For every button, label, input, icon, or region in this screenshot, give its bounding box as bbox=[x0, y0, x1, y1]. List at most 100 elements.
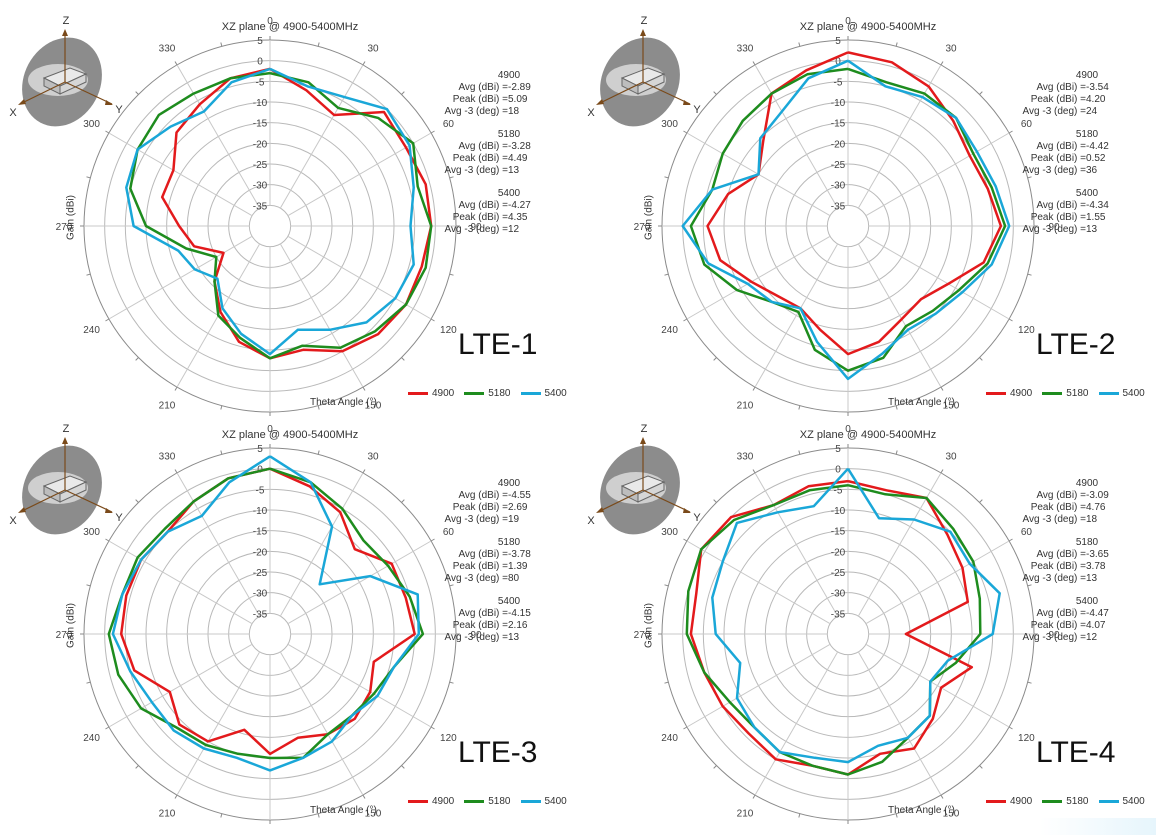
angle-tick-label: 120 bbox=[1018, 325, 1035, 336]
stats-frequency: 4900 bbox=[1075, 478, 1099, 489]
stats-value: -4.47 bbox=[1086, 608, 1109, 619]
radial-tick-label: -10 bbox=[253, 506, 268, 517]
angle-tick-mark bbox=[664, 176, 669, 179]
angle-tick-mark bbox=[713, 765, 717, 769]
angle-tick-mark bbox=[449, 584, 454, 587]
angle-tick-mark bbox=[220, 450, 223, 455]
angle-tick-mark bbox=[798, 813, 801, 818]
stats-group: 5400 Avg (dBi) = -4.15 Peak (dBi) = 2.16 Avg … bbox=[440, 596, 560, 644]
angle-tick-mark bbox=[1027, 681, 1032, 684]
corner-glow bbox=[1040, 818, 1156, 835]
angle-tick-mark bbox=[401, 357, 405, 361]
stats-frequency: 4900 bbox=[1075, 70, 1099, 81]
angle-tick-label: 330 bbox=[159, 452, 176, 463]
radial-tick-label: 5 bbox=[835, 36, 841, 47]
radial-tick-label: -25 bbox=[253, 160, 268, 171]
series-line-5400 bbox=[125, 67, 415, 356]
stats-value: -3.09 bbox=[1086, 490, 1109, 501]
series-line-5180 bbox=[685, 483, 982, 776]
stats-key: Avg -3 (deg) = bbox=[1022, 106, 1086, 117]
legend: 4900 5180 5400 bbox=[408, 388, 577, 399]
stats-row: Peak (dBi) = 4.49 bbox=[440, 153, 560, 165]
stats-row: Peak (dBi) = 4.07 bbox=[1018, 620, 1138, 632]
angle-tick-mark bbox=[430, 130, 435, 134]
radial-tick-label: -20 bbox=[831, 547, 846, 558]
angle-tick-label: 60 bbox=[1021, 119, 1033, 130]
legend-swatch bbox=[464, 392, 485, 395]
grid-spoke bbox=[287, 235, 432, 320]
stats-key: Peak (dBi) = bbox=[452, 561, 508, 572]
x-axis-label: Theta Angle (°) bbox=[310, 805, 377, 816]
stats-row: Avg -3 (deg) = 12 bbox=[1018, 632, 1138, 644]
axis-3d-label: X bbox=[9, 107, 17, 119]
angle-tick-mark bbox=[1027, 176, 1032, 179]
stats-row: Avg -3 (deg) = 18 bbox=[1018, 514, 1138, 526]
panel-label: LTE-2 bbox=[1036, 328, 1116, 361]
chart-panel-lte-3: 50-5-10-15-20-25-30-35030609012015018021… bbox=[0, 408, 578, 824]
legend-swatch bbox=[464, 800, 485, 803]
axis-3d-label: Y bbox=[693, 104, 701, 116]
axis-3d-label: Y bbox=[693, 512, 701, 524]
stats-key: Avg (dBi) = bbox=[1036, 82, 1086, 93]
grid-spoke bbox=[279, 243, 364, 388]
stats-frequency: 5180 bbox=[497, 537, 521, 548]
antenna-orientation-icon: Z X Y bbox=[9, 423, 123, 535]
stats-key: Avg -3 (deg) = bbox=[444, 514, 508, 525]
legend-item: 5400 bbox=[520, 796, 567, 807]
legend-item: 4900 bbox=[986, 388, 1032, 399]
stats-key: Avg (dBi) = bbox=[458, 608, 508, 619]
angle-tick-mark bbox=[86, 584, 91, 587]
stats-key: Peak (dBi) = bbox=[452, 620, 508, 631]
angle-tick-label: 210 bbox=[737, 400, 754, 411]
axis-3d-label: Z bbox=[63, 15, 70, 27]
stats-value: 13 bbox=[508, 632, 520, 643]
grid-spoke bbox=[754, 472, 839, 617]
grid-spoke bbox=[108, 235, 253, 320]
angle-tick-mark bbox=[220, 42, 223, 47]
radial-tick-label: -15 bbox=[831, 119, 846, 130]
grid-spoke bbox=[686, 235, 831, 320]
legend-item: 5180 bbox=[464, 388, 511, 399]
stats-value: 13 bbox=[1086, 573, 1098, 584]
grid-spoke bbox=[176, 472, 261, 617]
grid-spoke bbox=[865, 540, 1010, 625]
angle-tick-mark bbox=[940, 386, 944, 391]
stats-row: Peak (dBi) = 2.16 bbox=[440, 620, 560, 632]
stats-value: 13 bbox=[1086, 224, 1098, 235]
device-front bbox=[637, 481, 665, 503]
grid-spoke bbox=[857, 472, 942, 617]
y-arrowhead bbox=[683, 100, 691, 105]
z-arrowhead bbox=[640, 437, 646, 444]
angle-tick-mark bbox=[86, 176, 91, 179]
y-axis-line bbox=[642, 489, 691, 513]
angle-tick-mark bbox=[135, 499, 139, 503]
legend-item: 5180 bbox=[1042, 388, 1089, 399]
stats-key: Avg (dBi) = bbox=[458, 549, 508, 560]
angle-tick-label: 300 bbox=[83, 119, 100, 130]
angle-tick-label: 210 bbox=[737, 808, 754, 819]
legend-label: 5400 bbox=[544, 796, 567, 807]
radial-tick-label: -5 bbox=[256, 77, 265, 88]
stats-value: 4.49 bbox=[508, 153, 528, 164]
angle-tick-label: 330 bbox=[737, 452, 754, 463]
stats-key: Avg -3 (deg) = bbox=[1022, 514, 1086, 525]
stats-value: 4.76 bbox=[1086, 502, 1106, 513]
radial-tick-label: -30 bbox=[253, 181, 268, 192]
grid-spoke bbox=[857, 243, 942, 388]
angle-tick-label: 210 bbox=[159, 400, 176, 411]
angle-tick-label: 150 bbox=[365, 400, 382, 411]
chart-panel-lte-4: 50-5-10-15-20-25-30-35030609012015018021… bbox=[578, 408, 1156, 824]
angle-tick-mark bbox=[752, 469, 756, 474]
axis-3d-label: Z bbox=[641, 423, 648, 435]
angle-tick-label: 0 bbox=[845, 16, 851, 27]
axis-3d-label: X bbox=[587, 515, 595, 527]
legend-item: 5180 bbox=[1042, 796, 1089, 807]
stats-value: -3.54 bbox=[1086, 82, 1109, 93]
radial-tick-label: -5 bbox=[834, 77, 843, 88]
angle-tick-label: 0 bbox=[845, 424, 851, 435]
angle-tick-label: 240 bbox=[83, 733, 100, 744]
stats-frequency: 5400 bbox=[497, 188, 521, 199]
antenna-orientation-icon: Z X Y bbox=[9, 15, 123, 127]
stats-row: Avg (dBi) = -4.15 bbox=[440, 608, 560, 620]
angle-tick-mark bbox=[362, 794, 366, 799]
